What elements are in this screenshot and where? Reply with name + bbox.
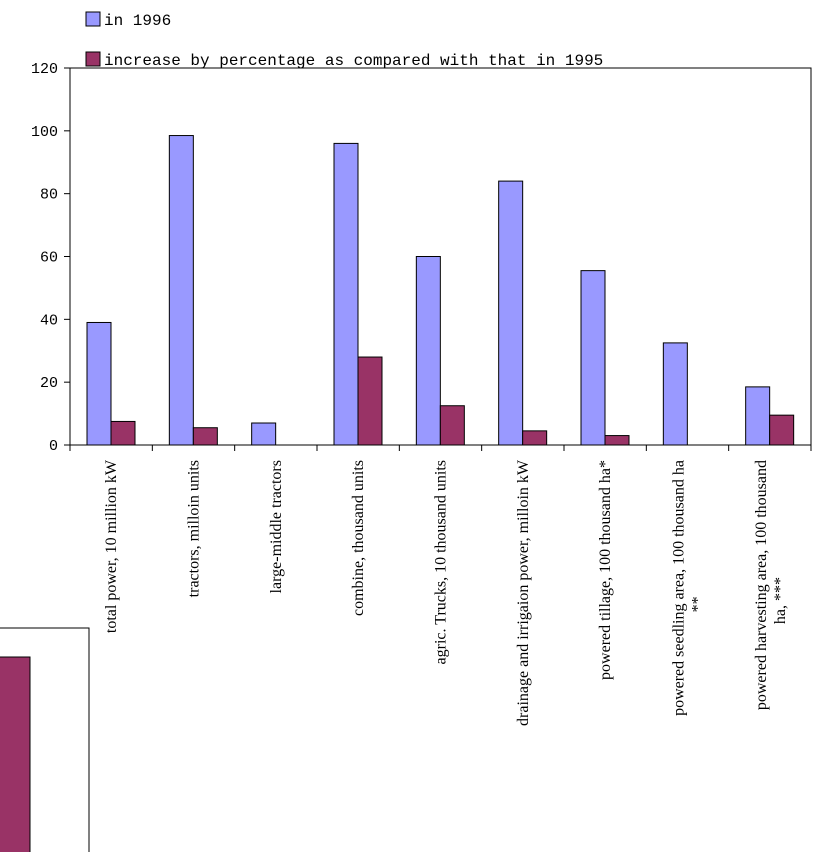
x-category-label: powered harvesting area, 100 thousand ha,… — [753, 460, 789, 710]
x-category-label: powered tillage, 100 thousand ha* — [597, 460, 614, 680]
y-axis: 0 20 40 60 80 100 120 — [31, 61, 70, 455]
x-category-label: drainage and irrigaion power, milloin kW — [515, 459, 532, 726]
x-category-label: powered seedling area, 100 thousand ha ** — [671, 460, 707, 716]
bar-series1-cat7 — [580, 270, 606, 446]
bar-series2-cat9 — [769, 414, 795, 446]
bar-series2-cat2 — [192, 427, 218, 446]
bar-series1-cat8 — [662, 342, 688, 446]
y-tick-label: 80 — [40, 187, 58, 204]
legend-label-series1: in 1996 — [104, 12, 171, 30]
bar-series2-cat6 — [522, 430, 548, 446]
bar-series1-cat2 — [168, 135, 194, 446]
y-tick-label: 0 — [49, 438, 58, 455]
x-category-label: large-middle tractors — [268, 460, 285, 593]
bar-series2-cat5 — [439, 405, 465, 446]
bar-series1-cat4 — [333, 142, 359, 446]
x-category-label: combine, thousand units — [350, 460, 367, 616]
bar-series1-cat1 — [86, 321, 112, 446]
y-tick-label: 120 — [31, 61, 58, 78]
y-tick-label: 40 — [40, 312, 58, 329]
bar-series1-cat3 — [251, 422, 277, 446]
x-category-label: tractors, milloin units — [186, 460, 203, 597]
x-axis: total power, 10 million kW tractors, mill… — [69, 445, 812, 726]
partial-chart-fragment — [0, 627, 90, 852]
legend-swatch-series2 — [85, 51, 101, 67]
bar-series2-cat4 — [357, 356, 383, 446]
x-category-label: total power, 10 million kW — [103, 459, 120, 633]
y-tick-label: 100 — [31, 124, 58, 141]
fragment-bar — [0, 656, 31, 852]
bars-group — [86, 135, 795, 446]
bar-series1-cat6 — [498, 180, 524, 446]
bar-series2-cat7 — [604, 435, 630, 446]
bar-series2-cat1 — [110, 420, 136, 446]
y-tick-label: 20 — [40, 375, 58, 392]
legend-label-series2: increase by percentage as compared with … — [104, 52, 603, 70]
bar-series1-cat9 — [745, 386, 771, 446]
legend-swatch-series1 — [85, 11, 101, 27]
y-tick-label: 60 — [40, 250, 58, 267]
legend: in 1996 increase by percentage as compare… — [85, 11, 603, 70]
x-category-label: agric. Trucks, 10 thousand units — [433, 460, 450, 664]
bar-series1-cat5 — [415, 256, 441, 446]
